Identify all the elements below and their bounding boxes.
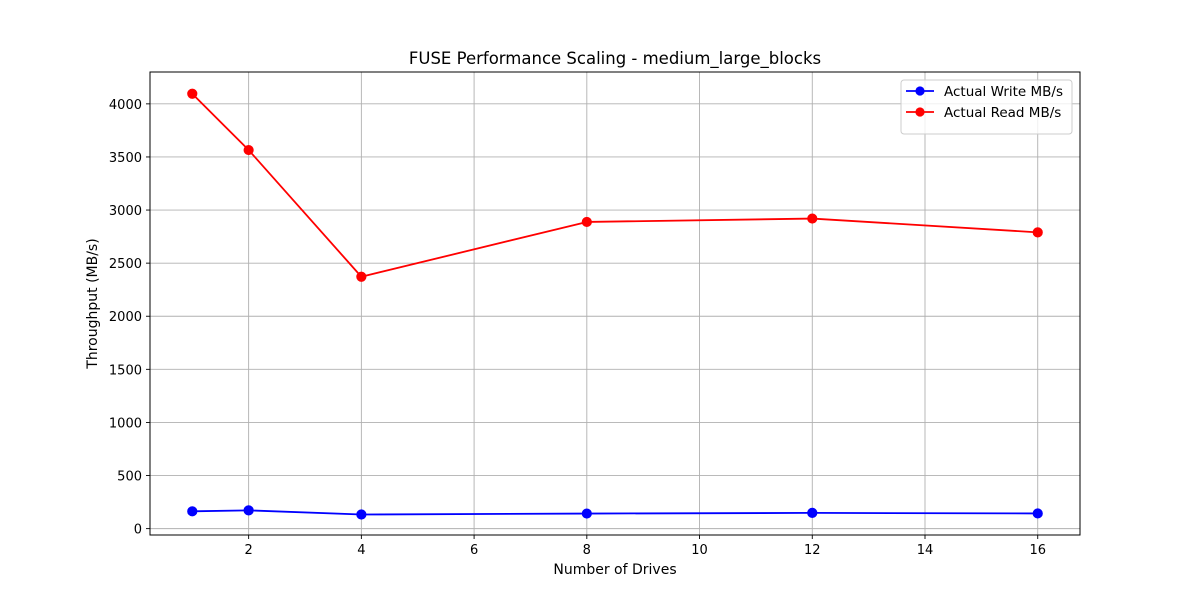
series-group: [187, 88, 1043, 520]
axis-ticks: 2 4 6 8 10 12 14 16 0 500 1000 1500 2000 2500 3000 3500…: [109, 98, 1046, 558]
x-tick-label: 10: [691, 543, 708, 558]
x-tick-label: 4: [357, 543, 365, 558]
y-tick-label: 2000: [109, 310, 142, 325]
series-write: [187, 505, 1043, 520]
data-point: [356, 271, 367, 282]
data-point: [356, 509, 367, 520]
legend-entry: Actual Read MB/s: [906, 105, 1061, 121]
data-point: [1032, 227, 1043, 238]
x-tick-label: 12: [804, 543, 821, 558]
plot-area-frame: [149, 71, 1081, 536]
y-tick-label: 4000: [109, 98, 142, 113]
data-point: [581, 216, 592, 228]
y-tick-label: 3000: [109, 204, 142, 219]
legend-marker: [915, 107, 925, 117]
data-point: [581, 508, 592, 519]
legend-label: Actual Read MB/s: [944, 105, 1061, 121]
x-tick-label: 6: [470, 543, 478, 558]
series-line: [192, 509, 1038, 516]
y-tick-label: 2500: [109, 257, 142, 272]
y-axis-label: Throughput (MB/s): [85, 238, 101, 369]
series-line: [191, 93, 1038, 278]
data-point: [187, 506, 198, 517]
legend-label: Actual Write MB/s: [944, 84, 1063, 100]
x-tick-label: 8: [583, 543, 591, 558]
data-point: [187, 88, 198, 99]
data-point: [807, 213, 818, 224]
series-read: [187, 88, 1043, 282]
y-tick-label: 3500: [109, 151, 142, 166]
legend: Actual Write MB/s Actual Read MB/s: [900, 79, 1073, 135]
x-tick-label: 16: [1029, 543, 1046, 558]
x-tick-label: 14: [917, 543, 934, 558]
y-tick-label: 0: [134, 523, 142, 538]
x-tick-label: 2: [244, 543, 252, 558]
x-axis-label: Number of Drives: [553, 562, 676, 578]
chart-title: FUSE Performance Scaling - medium_large_…: [409, 49, 821, 69]
legend-entry: Actual Write MB/s: [906, 84, 1063, 100]
legend-marker: [915, 86, 925, 96]
grid: [150, 72, 1080, 535]
data-point: [243, 144, 254, 156]
y-tick-label: 500: [117, 470, 142, 485]
data-point: [1032, 508, 1043, 519]
y-tick-label: 1500: [109, 363, 142, 378]
data-point: [807, 507, 818, 519]
data-point: [243, 505, 254, 516]
y-tick-label: 1000: [109, 416, 142, 431]
legend-box: [900, 79, 1073, 135]
